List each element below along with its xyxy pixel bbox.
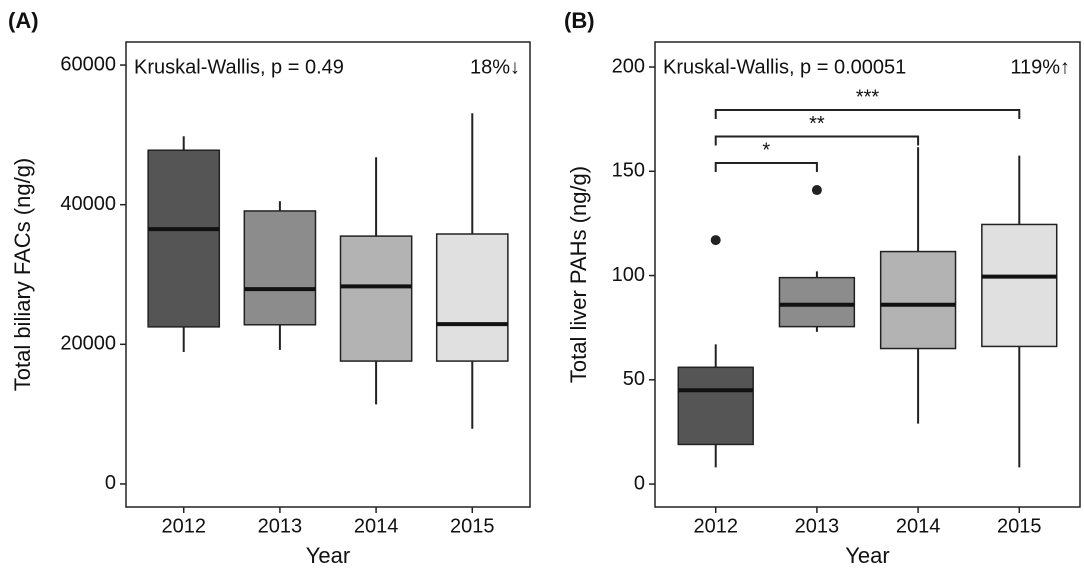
test-annotation: Kruskal-Wallis, p = 0.00051	[663, 56, 906, 78]
x-tick-label: 2013	[795, 515, 840, 537]
significance-bracket	[714, 109, 1021, 119]
box	[677, 366, 754, 446]
significance-label: *	[762, 139, 770, 161]
change-annotation: 119%↑	[1010, 56, 1070, 78]
y-tick-label: 50	[623, 368, 645, 390]
box	[778, 276, 856, 328]
y-tick-label: 100	[612, 264, 645, 286]
x-tick-label: 2014	[354, 515, 399, 537]
x-tick-label: 2015	[450, 515, 495, 537]
panel-label: (A)	[8, 8, 39, 33]
y-tick-label: 150	[612, 160, 645, 182]
significance-bracket	[714, 135, 920, 146]
x-tick-label: 2014	[896, 515, 941, 537]
significance-label: ***	[856, 86, 880, 108]
test-annotation: Kruskal-Wallis, p = 0.49	[134, 56, 344, 78]
x-tick-label: 2012	[161, 515, 206, 537]
significance-label: **	[809, 113, 825, 135]
y-tick-label: 0	[105, 472, 116, 494]
box	[243, 210, 317, 326]
x-tick-label: 2015	[997, 515, 1042, 537]
y-axis-label: Total biliary FACs (ng/g)	[10, 158, 35, 392]
outlier	[710, 235, 721, 246]
box	[435, 233, 509, 362]
y-tick-label: 40000	[60, 193, 116, 215]
box	[147, 149, 221, 328]
box	[879, 250, 957, 350]
box	[981, 223, 1058, 348]
x-tick-label: 2012	[693, 515, 738, 537]
y-tick-label: 60000	[60, 53, 116, 75]
y-axis-label: Total liver PAHs (ng/g)	[566, 166, 591, 383]
change-annotation: 18%↓	[470, 56, 520, 78]
plot-frame	[654, 41, 1081, 508]
x-axis-label: Year	[845, 543, 889, 568]
box	[339, 235, 413, 362]
plot-frame	[125, 41, 531, 508]
y-tick-label: 200	[612, 55, 645, 77]
y-tick-label: 0	[634, 472, 645, 494]
x-tick-label: 2013	[258, 515, 303, 537]
x-axis-label: Year	[306, 543, 350, 568]
y-tick-label: 20000	[60, 333, 116, 355]
significance-bracket	[714, 162, 818, 172]
panel-label: (B)	[564, 8, 595, 33]
outlier	[811, 185, 822, 196]
